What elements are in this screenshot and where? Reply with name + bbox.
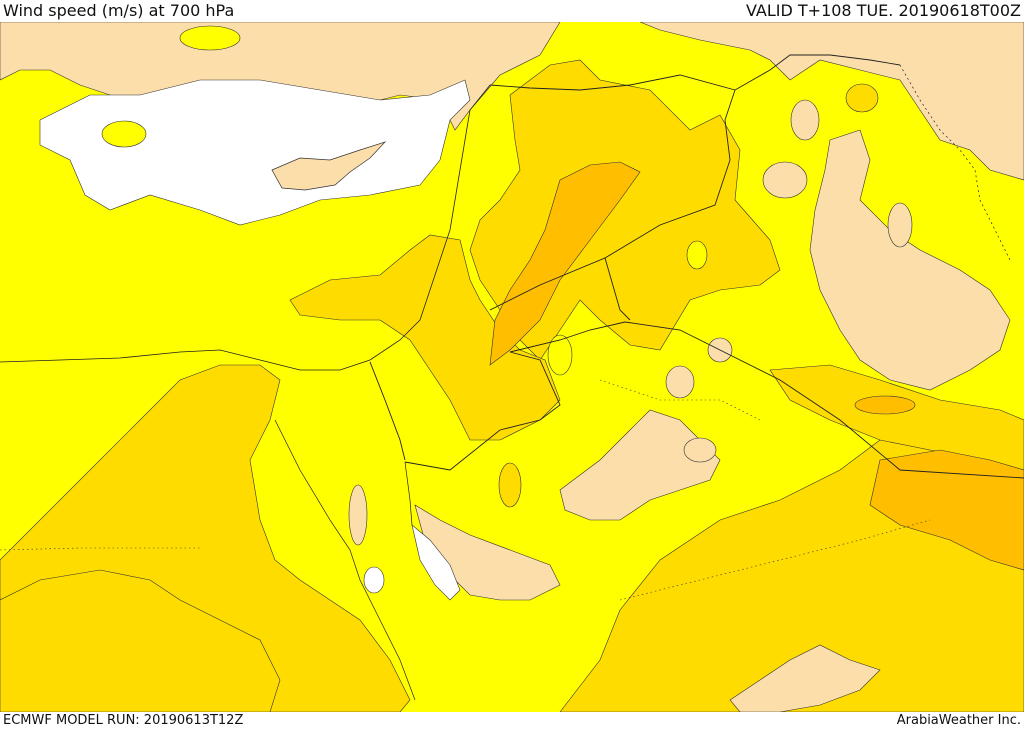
border-turkey-syria bbox=[489, 74, 736, 91]
light-patch-2 bbox=[686, 240, 708, 270]
dotted-provincial-2 bbox=[619, 519, 931, 601]
calm-patch-1 bbox=[762, 161, 808, 199]
fresh-zone-syria bbox=[489, 161, 641, 366]
map-title: Wind speed (m/s) at 700 hPa bbox=[3, 1, 235, 20]
moderate-zone-east bbox=[769, 364, 1024, 471]
weak-patch-red-sea bbox=[363, 566, 385, 594]
gulf-of-suez bbox=[274, 419, 416, 701]
fresh-zone-iraq bbox=[869, 449, 1024, 571]
calm-zone-north-east bbox=[639, 22, 1024, 181]
calm-patch-3 bbox=[845, 83, 879, 113]
gulf-of-aqaba bbox=[404, 461, 413, 526]
calm-zone-south bbox=[729, 644, 881, 712]
calm-zone-jordan bbox=[559, 409, 721, 521]
calm-zone-iran bbox=[809, 129, 1011, 391]
calm-patch-5 bbox=[665, 365, 695, 399]
footer-bar: ECMWF MODEL RUN: 20190613T12Z ArabiaWeat… bbox=[0, 712, 1024, 729]
model-run: ECMWF MODEL RUN: 20190613T12Z bbox=[3, 713, 244, 728]
calm-patch-6 bbox=[683, 437, 717, 463]
weak-wind-sea bbox=[39, 79, 471, 226]
wind-speed-map bbox=[0, 22, 1024, 712]
cyprus-island bbox=[271, 141, 387, 191]
light-patch-3 bbox=[547, 334, 573, 376]
calm-patch-north bbox=[179, 25, 241, 51]
valid-time: VALID T+108 TUE. 20190618T00Z bbox=[745, 1, 1021, 20]
border-iraq-iran bbox=[899, 64, 1011, 261]
dotted-provincial-3 bbox=[599, 379, 761, 421]
calm-patch-4 bbox=[887, 202, 913, 248]
red-sea-weak bbox=[411, 524, 461, 601]
moderate-zone-levant bbox=[289, 234, 561, 441]
calm-patch-sea bbox=[101, 120, 147, 148]
credit: ArabiaWeather Inc. bbox=[896, 713, 1021, 728]
fresh-patch-north-iraq bbox=[854, 395, 916, 415]
border-egypt-israel bbox=[369, 361, 406, 461]
calm-patch-8 bbox=[348, 484, 368, 546]
light-patch-1 bbox=[498, 462, 522, 508]
header-bar: Wind speed (m/s) at 700 hPa VALID T+108 … bbox=[0, 0, 1024, 22]
border-jordan-saudi bbox=[404, 321, 1024, 479]
coastline-levant bbox=[0, 84, 491, 371]
moderate-zone-egypt-sw bbox=[0, 569, 281, 712]
calm-patch-2 bbox=[790, 99, 820, 141]
